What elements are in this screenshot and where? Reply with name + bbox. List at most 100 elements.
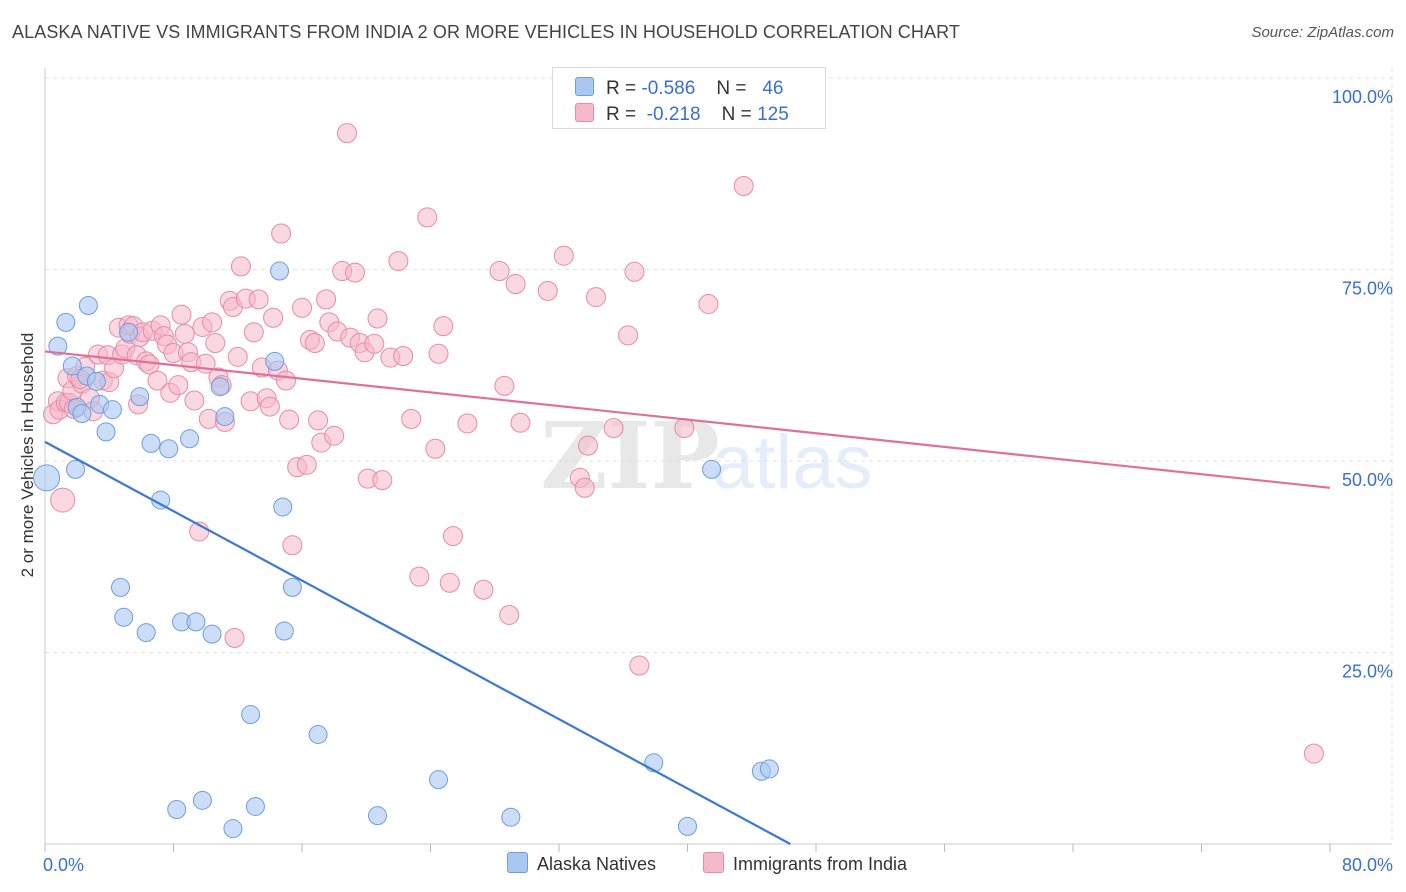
point-alaska-natives <box>136 623 156 643</box>
point-alaska-natives <box>33 464 61 492</box>
legend-row-immigrants-from-india: R = -0.218 N = 125 <box>575 103 789 125</box>
point-immigrants-from-india <box>417 207 438 228</box>
point-alaska-natives <box>223 819 243 839</box>
point-alaska-natives <box>119 322 139 342</box>
point-immigrants-from-india <box>308 410 329 431</box>
point-immigrants-from-india <box>603 418 624 439</box>
point-immigrants-from-india <box>401 408 422 429</box>
point-immigrants-from-india <box>425 438 446 459</box>
point-immigrants-from-india <box>624 261 645 282</box>
point-immigrants-from-india <box>279 409 300 430</box>
point-alaska-natives <box>367 806 387 826</box>
legend-item-immigrants-from-india: Immigrants from India <box>703 852 907 875</box>
point-alaska-natives <box>114 607 134 627</box>
legend-n-value: 125 <box>757 104 789 125</box>
tick-labels: 100.0% 75.0% 50.0% 25.0% 0.0% 80.0% <box>43 87 1393 875</box>
point-immigrants-from-india <box>433 316 454 337</box>
point-immigrants-from-india <box>1303 743 1324 764</box>
point-immigrants-from-india <box>263 307 284 328</box>
point-immigrants-from-india <box>227 346 248 367</box>
legend-n-label: N = <box>716 78 747 99</box>
legend-r-value: -0.218 <box>646 104 701 125</box>
point-immigrants-from-india <box>336 123 357 144</box>
point-alaska-natives <box>167 800 187 820</box>
point-alaska-natives <box>192 790 212 810</box>
point-immigrants-from-india <box>304 333 325 354</box>
series-immigrants-from-india <box>43 123 1324 764</box>
point-immigrants-from-india <box>248 289 269 310</box>
point-immigrants-from-india <box>393 346 414 367</box>
point-alaska-natives <box>265 351 285 371</box>
point-alaska-natives <box>102 400 122 420</box>
point-alaska-natives <box>48 336 68 356</box>
point-immigrants-from-india <box>271 223 292 244</box>
series-legend: Alaska Natives Immigrants from India <box>0 852 1406 878</box>
point-alaska-natives <box>273 497 293 517</box>
legend-swatch-blue <box>507 852 528 873</box>
point-immigrants-from-india <box>618 325 639 346</box>
legend-swatch-pink <box>703 852 724 873</box>
chart-title: ALASKA NATIVE VS IMMIGRANTS FROM INDIA 2… <box>12 22 960 42</box>
legend-item-alaska-natives: Alaska Natives <box>507 852 656 875</box>
point-alaska-natives <box>62 356 82 376</box>
point-immigrants-from-india <box>537 280 558 301</box>
point-immigrants-from-india <box>457 413 478 434</box>
point-immigrants-from-india <box>243 322 264 343</box>
point-alaska-natives <box>308 724 328 744</box>
point-alaska-natives <box>56 312 76 332</box>
point-alaska-natives <box>96 422 116 442</box>
y-tick-label: 50.0% <box>1342 470 1393 490</box>
x-tick-label: 80.0% <box>1342 855 1393 875</box>
point-alaska-natives <box>130 387 150 407</box>
point-immigrants-from-india <box>296 454 317 475</box>
legend-label: Alaska Natives <box>537 854 657 874</box>
point-immigrants-from-india <box>292 297 312 318</box>
point-alaska-natives <box>202 624 222 644</box>
point-immigrants-from-india <box>50 487 76 513</box>
point-alaska-natives <box>759 759 779 779</box>
point-immigrants-from-india <box>428 343 449 364</box>
point-alaska-natives <box>159 439 179 459</box>
point-immigrants-from-india <box>171 304 192 325</box>
point-immigrants-from-india <box>629 655 650 676</box>
y-tick-label: 25.0% <box>1342 662 1393 682</box>
point-alaska-natives <box>678 816 697 836</box>
series-alaska-natives <box>33 261 779 839</box>
point-alaska-natives <box>702 459 722 479</box>
point-alaska-natives <box>86 371 106 391</box>
point-immigrants-from-india <box>205 333 226 354</box>
point-immigrants-from-india <box>473 579 494 600</box>
point-immigrants-from-india <box>505 274 526 295</box>
trend-line-immigrants-from-india <box>44 350 1331 489</box>
point-immigrants-from-india <box>499 604 520 625</box>
point-immigrants-from-india <box>494 375 515 396</box>
point-immigrants-from-india <box>372 470 393 491</box>
x-tick-label: 0.0% <box>43 855 84 875</box>
stats-legend: R = -0.586 N = 46 R = -0.218 N = 125 <box>552 67 826 129</box>
point-immigrants-from-india <box>324 425 345 446</box>
point-immigrants-from-india <box>168 375 189 396</box>
point-alaska-natives <box>215 407 235 427</box>
point-immigrants-from-india <box>230 256 251 277</box>
point-immigrants-from-india <box>674 418 695 439</box>
point-immigrants-from-india <box>282 535 303 556</box>
point-immigrants-from-india <box>184 390 205 411</box>
point-immigrants-from-india <box>224 627 245 648</box>
point-alaska-natives <box>270 261 290 281</box>
point-alaska-natives <box>274 621 294 641</box>
point-immigrants-from-india <box>275 370 296 391</box>
watermark-atlas: atlas <box>712 420 873 505</box>
point-immigrants-from-india <box>147 370 168 391</box>
point-immigrants-from-india <box>510 412 531 433</box>
legend-n-label: N = <box>721 104 752 125</box>
point-alaska-natives <box>141 433 161 453</box>
point-alaska-natives <box>282 577 302 597</box>
point-alaska-natives <box>210 377 230 397</box>
point-immigrants-from-india <box>733 176 754 197</box>
point-immigrants-from-india <box>388 251 409 272</box>
point-immigrants-from-india <box>409 566 430 587</box>
point-alaska-natives <box>186 612 206 632</box>
trend-line-alaska-natives <box>44 440 791 845</box>
y-tick-label: 100.0% <box>1332 87 1393 107</box>
